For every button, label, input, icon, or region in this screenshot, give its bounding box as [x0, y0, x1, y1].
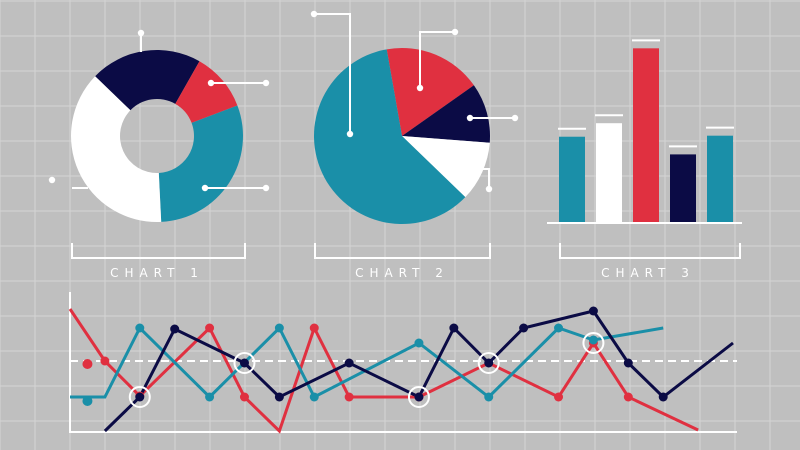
pie-slice-navy [95, 49, 200, 111]
data-point-navy [135, 392, 145, 402]
data-point-teal [309, 392, 319, 402]
callout-dot [201, 184, 209, 192]
chart-2-label: CHART 2 [355, 266, 449, 280]
data-point-teal [554, 323, 564, 333]
donut-chart-1 [71, 49, 243, 223]
callout-dot [511, 114, 519, 122]
pie-slice-teal [314, 49, 466, 225]
data-point-navy [414, 392, 424, 402]
bar-navy [670, 154, 696, 222]
callout-dot [262, 79, 270, 87]
data-point-navy [344, 358, 354, 368]
data-point-navy [449, 323, 459, 333]
chart-3-label: CHART 3 [601, 266, 695, 280]
data-point-navy [239, 358, 249, 368]
data-point-red [623, 392, 633, 402]
bracket [314, 243, 491, 259]
callout-line [419, 31, 455, 88]
highlight-ring [582, 332, 605, 354]
line-chart [68, 292, 737, 434]
callout-dot [48, 176, 56, 184]
highlight-ring [128, 386, 151, 408]
isolated-point-red [82, 359, 93, 369]
data-point-teal [588, 335, 598, 345]
callout-dot [485, 185, 493, 193]
bar-white [596, 123, 622, 222]
data-point-teal [135, 323, 145, 333]
data-point-red [309, 323, 319, 333]
chart-1-label: CHART 1 [110, 266, 204, 280]
bar-teal [559, 136, 585, 222]
bar-teal [707, 135, 733, 222]
data-point-navy [170, 324, 180, 334]
pie-slice-red [175, 61, 238, 123]
highlight-ring [477, 352, 500, 374]
callout-dot [466, 114, 474, 122]
isolated-point-teal [82, 396, 93, 406]
pie-slice-red [386, 47, 474, 136]
data-point-navy [623, 358, 633, 368]
callout-dot [451, 28, 459, 36]
callout-line [482, 168, 490, 189]
data-point-navy [519, 323, 529, 333]
data-point-teal [274, 323, 284, 333]
pie-slice-white [402, 136, 490, 198]
line-series-navy [103, 309, 734, 433]
data-point-navy [274, 392, 284, 402]
pie-slice-white [71, 76, 162, 223]
pie-chart-2 [314, 47, 490, 225]
pie-slice-navy [402, 85, 490, 143]
data-point-navy [484, 358, 494, 368]
data-point-teal [205, 392, 215, 402]
pie-slice-teal [158, 105, 243, 222]
data-point-teal [414, 338, 424, 348]
callout-dot [416, 84, 424, 92]
callout-dot [207, 79, 215, 87]
data-point-red [554, 392, 564, 402]
bracket [559, 243, 741, 259]
data-point-red [100, 356, 110, 366]
bracket [71, 243, 246, 259]
callout-line [314, 13, 351, 134]
callout-dot [262, 184, 270, 192]
callout-dot [346, 130, 354, 138]
data-point-navy [588, 306, 598, 316]
callout-dot [137, 29, 145, 37]
bar-red [633, 48, 659, 222]
data-point-red [239, 392, 249, 402]
highlight-ring [233, 352, 256, 374]
callout-lines [48, 10, 519, 193]
highlight-ring [407, 386, 430, 408]
data-point-teal [484, 392, 494, 402]
bar-chart-3 [547, 39, 742, 224]
callout-dot [310, 10, 318, 18]
chart-brackets [71, 243, 741, 259]
data-point-navy [658, 392, 668, 402]
data-point-red [205, 323, 215, 333]
data-point-red [344, 392, 354, 402]
